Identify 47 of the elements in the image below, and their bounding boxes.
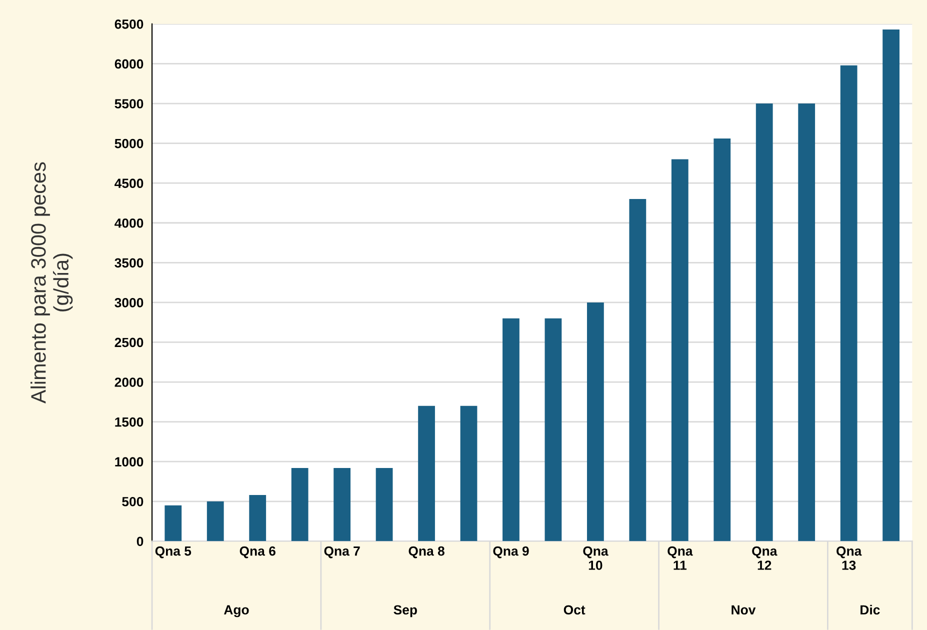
x-tick-label: Qna 12 xyxy=(752,546,778,570)
y-tick-label: 4500 xyxy=(114,178,144,188)
x-tick-label: Qna 5 xyxy=(155,546,192,558)
y-tick-label: 6000 xyxy=(114,59,144,69)
bar xyxy=(671,159,688,542)
y-tick-label: 2000 xyxy=(114,378,144,387)
bar xyxy=(418,406,435,542)
bar xyxy=(460,406,478,542)
x-tick-label: Qna 13 xyxy=(836,546,862,570)
bar xyxy=(164,505,182,542)
text: Oct xyxy=(564,605,586,615)
text: Sep xyxy=(394,605,417,618)
x-tick-label: Qna 11 xyxy=(668,546,693,570)
bar xyxy=(798,104,816,542)
bar xyxy=(249,495,266,542)
y-tick-label: 1500 xyxy=(115,417,144,427)
y-tick-label: 5000 xyxy=(114,138,144,148)
text: Dic xyxy=(860,604,880,615)
y-tick-label: 5500 xyxy=(114,99,144,108)
bar xyxy=(586,302,604,542)
bar xyxy=(882,30,900,542)
y-tick-label: 1000 xyxy=(115,457,144,467)
x-tick-label: Qna 7 xyxy=(324,546,360,558)
bar xyxy=(502,318,520,542)
x-tick-label: Qna 10 xyxy=(583,546,608,570)
bar xyxy=(376,468,393,542)
x-tick-label: Qna 9 xyxy=(493,546,529,558)
y-tick-label: 500 xyxy=(122,496,144,506)
bar xyxy=(714,138,731,542)
y-tick-label: 6500 xyxy=(114,20,144,29)
text: Nov xyxy=(732,605,756,615)
x-tick-label: Qna 8 xyxy=(408,546,444,558)
bar xyxy=(291,468,308,542)
text: Ago xyxy=(224,605,249,618)
bar xyxy=(206,501,224,542)
y-tick-label: 3500 xyxy=(114,258,144,268)
bar xyxy=(756,104,773,542)
bar xyxy=(544,318,562,542)
y-tick-label: 3000 xyxy=(114,298,144,308)
y-tick-label: 4000 xyxy=(114,218,144,228)
y-axis-title: Alimento para 3000 peces (g/día) xyxy=(30,162,73,404)
y-tick-label: 0 xyxy=(136,536,144,546)
bar xyxy=(840,65,858,542)
y-tick-label: 2500 xyxy=(114,338,144,348)
bar xyxy=(334,468,351,542)
bar xyxy=(629,199,646,542)
x-tick-label: Qna 6 xyxy=(240,546,276,558)
